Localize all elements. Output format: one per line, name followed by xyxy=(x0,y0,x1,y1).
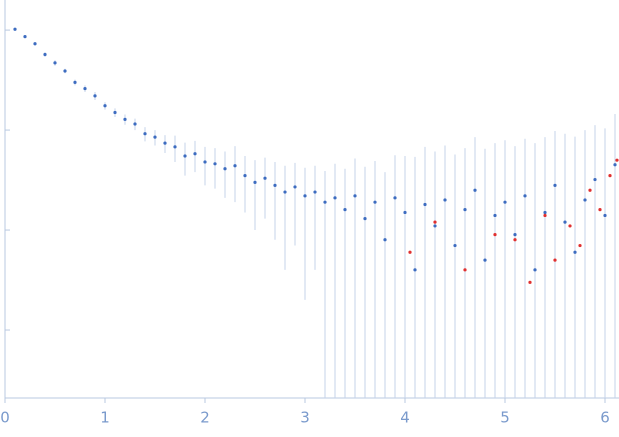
data-point xyxy=(423,202,427,207)
data-point xyxy=(503,200,507,204)
data-point xyxy=(313,190,317,194)
data-point xyxy=(568,224,572,228)
data-point xyxy=(493,233,497,237)
data-point xyxy=(73,80,77,84)
data-point xyxy=(433,224,437,228)
data-point xyxy=(233,164,237,168)
data-point xyxy=(93,94,97,98)
data-point xyxy=(593,177,597,182)
data-point xyxy=(243,174,247,178)
data-point xyxy=(253,180,257,184)
data-point xyxy=(173,145,177,149)
data-point xyxy=(483,258,487,262)
data-point xyxy=(528,280,532,284)
data-point xyxy=(463,268,467,272)
data-point xyxy=(543,210,547,215)
data-point xyxy=(583,198,587,202)
data-point xyxy=(363,217,367,221)
data-point xyxy=(13,27,17,31)
data-point xyxy=(163,141,167,145)
data-point xyxy=(393,196,397,200)
data-point xyxy=(83,86,87,91)
data-point xyxy=(133,122,137,126)
data-point xyxy=(408,250,412,254)
data-point xyxy=(43,52,47,57)
data-point xyxy=(53,61,57,65)
data-point xyxy=(113,110,117,115)
x-tick-label: 0 xyxy=(0,409,10,427)
data-point xyxy=(453,243,457,248)
data-point xyxy=(433,220,437,224)
x-tick-label: 2 xyxy=(200,409,210,427)
data-point xyxy=(403,210,407,215)
data-point xyxy=(213,162,217,166)
data-point xyxy=(223,167,227,171)
data-point xyxy=(473,188,477,192)
x-tick-label: 4 xyxy=(400,409,410,427)
data-point xyxy=(413,268,417,272)
data-point xyxy=(608,174,612,178)
x-tick-label: 1 xyxy=(100,409,110,427)
data-point xyxy=(283,190,287,194)
data-point xyxy=(553,258,557,262)
data-point xyxy=(383,238,387,242)
data-point xyxy=(533,268,537,272)
data-point xyxy=(373,200,377,204)
data-point xyxy=(273,183,277,187)
data-point xyxy=(603,213,607,218)
data-point xyxy=(333,196,337,200)
x-tick-label: 6 xyxy=(600,409,610,427)
data-point xyxy=(578,243,582,248)
data-point xyxy=(513,233,517,237)
data-point xyxy=(293,185,297,189)
data-point xyxy=(103,104,107,108)
data-point xyxy=(263,176,267,180)
data-point xyxy=(463,208,467,212)
data-point xyxy=(153,135,157,139)
data-point xyxy=(598,208,602,212)
data-point xyxy=(143,132,147,136)
data-point xyxy=(193,152,197,156)
data-point xyxy=(183,154,187,158)
data-point xyxy=(323,200,327,204)
data-point xyxy=(23,35,27,39)
data-point xyxy=(563,220,567,224)
data-point xyxy=(523,194,527,198)
data-point xyxy=(543,213,547,218)
data-point xyxy=(353,194,357,198)
data-point xyxy=(443,198,447,202)
data-point xyxy=(573,250,577,254)
data-point xyxy=(203,160,207,164)
data-point xyxy=(613,163,617,167)
x-tick-label: 3 xyxy=(300,409,310,427)
data-point xyxy=(343,208,347,212)
data-point xyxy=(588,188,592,192)
data-point xyxy=(63,69,67,73)
data-point xyxy=(303,194,307,198)
data-point xyxy=(513,238,517,242)
data-point xyxy=(615,158,619,162)
data-point xyxy=(123,117,127,121)
data-point xyxy=(493,213,497,218)
x-tick-label: 5 xyxy=(500,409,510,427)
data-point xyxy=(33,42,37,46)
data-point xyxy=(553,183,557,187)
